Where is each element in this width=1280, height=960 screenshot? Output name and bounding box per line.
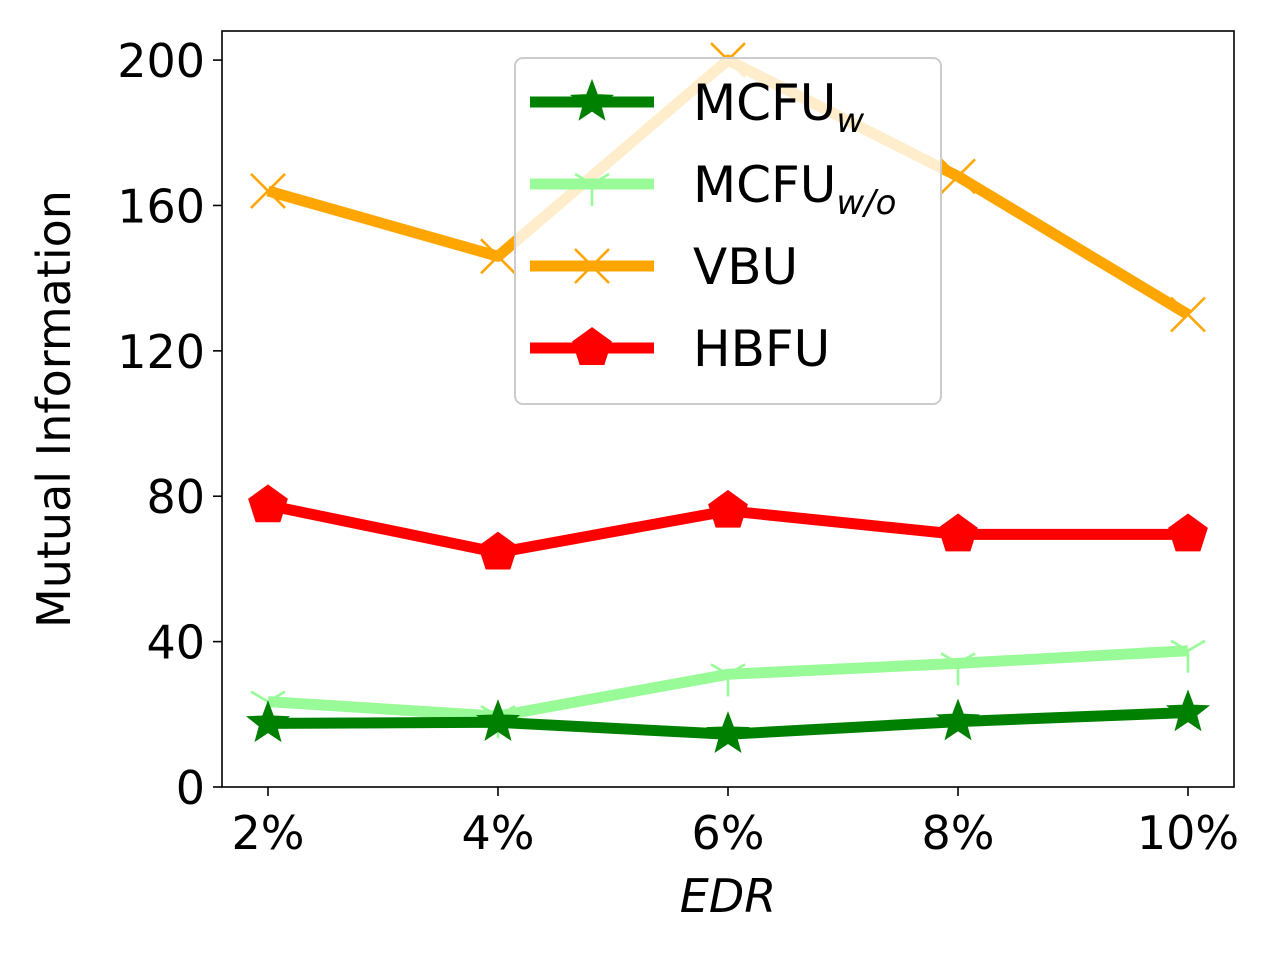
data-point [1170,639,1206,673]
y-tick-label: 80 [146,470,205,524]
x-tick-label: 4% [462,806,535,860]
y-tick-label: 0 [176,761,205,815]
x-axis-title: EDR [680,869,776,923]
data-point [480,238,516,275]
legend-item: MCFUw [530,74,864,141]
legend-item: VBU [530,238,798,296]
legend-item: HBFU [530,320,830,378]
y-tick-label: 40 [146,616,205,670]
data-point [478,531,518,570]
y-tick-label: 200 [117,34,205,88]
data-point [710,663,746,697]
data-point [1165,689,1211,732]
legend-label: VBU [693,238,798,296]
data-point [248,484,288,523]
data-point [935,698,981,741]
y-axis: 0 40 80 120 160 200 [117,34,222,815]
series-3-hbfu [248,484,1208,570]
data-point [940,652,976,686]
x-tick-label: 6% [692,806,765,860]
data-point [1170,296,1206,333]
legend-label: HBFU [693,320,830,378]
data-point [708,489,748,528]
legend-marker [572,327,612,365]
data-point [940,158,976,195]
legend-marker [574,172,610,206]
data-point [245,700,291,743]
legend-marker [569,78,615,121]
y-axis-title: Mutual Information [27,190,81,628]
x-tick-label: 10% [1137,806,1239,860]
y-tick-label: 160 [117,179,205,233]
data-point [705,711,751,754]
x-tick-label: 8% [922,806,995,860]
x-axis: 2% 4% 6% 8% 10% [232,787,1239,860]
data-point [250,173,286,209]
legend-box [514,57,942,405]
data-point [475,699,521,742]
y-tick-label: 120 [117,325,205,379]
legend-label: MCFUw [693,74,864,141]
legend-marker [574,248,610,284]
data-point [1168,513,1208,552]
x-tick-label: 2% [232,806,305,860]
data-point [938,513,978,552]
series-0-mcfu-w [245,689,1211,754]
